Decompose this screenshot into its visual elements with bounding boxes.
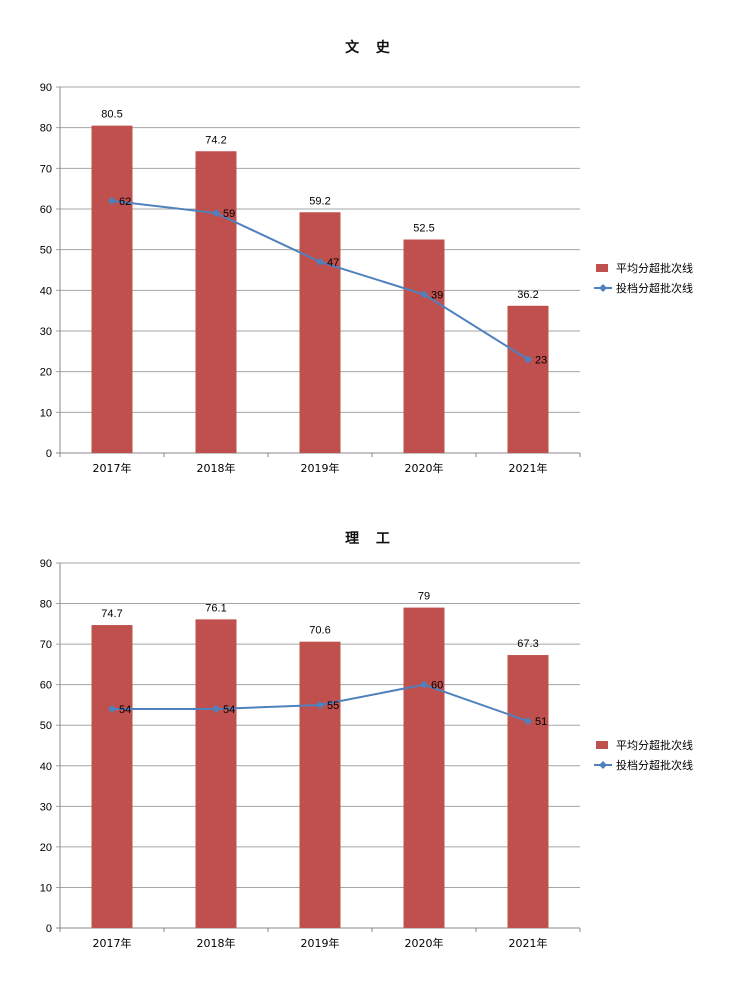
line-point <box>108 705 116 713</box>
bar <box>507 305 549 453</box>
line-point <box>524 355 532 364</box>
x-tick-label: 2021年 <box>509 936 548 950</box>
bar <box>507 655 549 928</box>
line-data-label: 60 <box>431 680 443 692</box>
y-tick-label: 60 <box>40 204 52 216</box>
y-tick-label: 40 <box>40 285 52 297</box>
x-tick-label: 2018年 <box>197 461 236 475</box>
line-point <box>212 209 220 218</box>
y-tick-label: 80 <box>40 123 52 135</box>
x-tick-label: 2021年 <box>509 461 548 475</box>
y-tick-label: 20 <box>40 367 52 379</box>
chart-ligong: 理 工 0 10 20 30 40 50 60 70 80 90 2017年 2018年 2019年 20… <box>0 476 741 956</box>
x-tick-label: 2017年 <box>93 461 132 475</box>
y-tick-label: 30 <box>40 801 52 813</box>
y-tick-label: 20 <box>40 842 52 854</box>
bar <box>195 151 237 453</box>
line-point <box>420 290 428 299</box>
y-tick-label: 70 <box>40 163 52 175</box>
legend-line-marker <box>599 761 607 769</box>
bar-data-label: 74.2 <box>205 134 226 146</box>
bar-data-label: 36.2 <box>517 289 538 301</box>
x-tick-label: 2019年 <box>301 936 340 950</box>
x-tick-label: 2017年 <box>93 936 132 950</box>
bar-data-label: 70.6 <box>309 625 330 637</box>
y-tick-label: 50 <box>40 245 52 257</box>
x-tick-label: 2018年 <box>197 936 236 950</box>
line-data-label: 23 <box>535 354 547 366</box>
line-point <box>316 257 324 266</box>
line-data-label: 54 <box>223 704 235 716</box>
x-tick-label: 2019年 <box>301 461 340 475</box>
legend-bar-label: 平均分超批次线 <box>616 738 693 752</box>
chart-title: 文 史 <box>345 40 396 56</box>
line-point <box>316 700 324 709</box>
y-tick-label: 70 <box>40 639 52 651</box>
line-data-label: 54 <box>119 704 131 716</box>
y-tick-label: 90 <box>40 82 52 94</box>
x-tick-label: 2020年 <box>405 936 444 950</box>
line-data-label: 55 <box>327 700 339 712</box>
bar-data-label: 52.5 <box>413 223 434 235</box>
bar-data-label: 59.2 <box>309 195 330 207</box>
chart-svg: 0 10 20 30 40 50 60 70 80 90 2017年 2018年 2019年 2020年 2… <box>40 82 693 475</box>
bar-data-label: 79 <box>418 591 430 603</box>
chart-title: 理 工 <box>345 531 396 547</box>
y-tick-label: 60 <box>40 680 52 692</box>
y-tick-label: 0 <box>46 923 52 935</box>
legend-line-label: 投档分超批次线 <box>616 758 693 772</box>
line-data-label: 59 <box>223 208 235 220</box>
y-tick-label: 10 <box>40 407 52 419</box>
legend-line-marker <box>599 284 607 292</box>
y-tick-label: 90 <box>40 558 52 570</box>
y-tick-label: 50 <box>40 720 52 732</box>
bar-data-label: 67.3 <box>517 638 538 650</box>
bar <box>91 625 133 928</box>
line-point <box>212 705 220 713</box>
bar-data-label: 80.5 <box>101 109 122 121</box>
line-data-label: 62 <box>119 196 131 208</box>
legend-line-label: 投档分超批次线 <box>616 281 693 295</box>
y-tick-label: 30 <box>40 326 52 338</box>
line-point <box>108 196 116 205</box>
line-data-label: 51 <box>535 716 547 728</box>
y-tick-label: 40 <box>40 761 52 773</box>
bar <box>195 619 237 928</box>
line-data-label: 39 <box>431 289 443 301</box>
y-tick-label: 80 <box>40 599 52 611</box>
line-point <box>524 717 532 726</box>
bar <box>91 125 133 453</box>
line-point <box>420 680 428 689</box>
bar <box>299 641 341 928</box>
bar-data-label: 74.7 <box>101 608 122 620</box>
chart-wenshi: 文 史 0 10 20 30 40 50 60 70 80 90 2017年 2018年 2019年 20… <box>0 0 741 480</box>
line-data-label: 47 <box>327 257 339 269</box>
bar <box>299 212 341 453</box>
legend-bar-swatch <box>596 264 608 272</box>
legend-bar-label: 平均分超批次线 <box>616 261 693 275</box>
y-tick-label: 10 <box>40 882 52 894</box>
y-tick-label: 0 <box>46 448 52 460</box>
chart-svg: 0 10 20 30 40 50 60 70 80 90 2017年 2018年 2019年 2020年 2… <box>40 558 693 950</box>
bar-data-label: 76.1 <box>205 602 226 614</box>
bar <box>403 607 445 928</box>
legend-bar-swatch <box>596 741 608 749</box>
bar <box>403 239 445 453</box>
x-tick-label: 2020年 <box>405 461 444 475</box>
